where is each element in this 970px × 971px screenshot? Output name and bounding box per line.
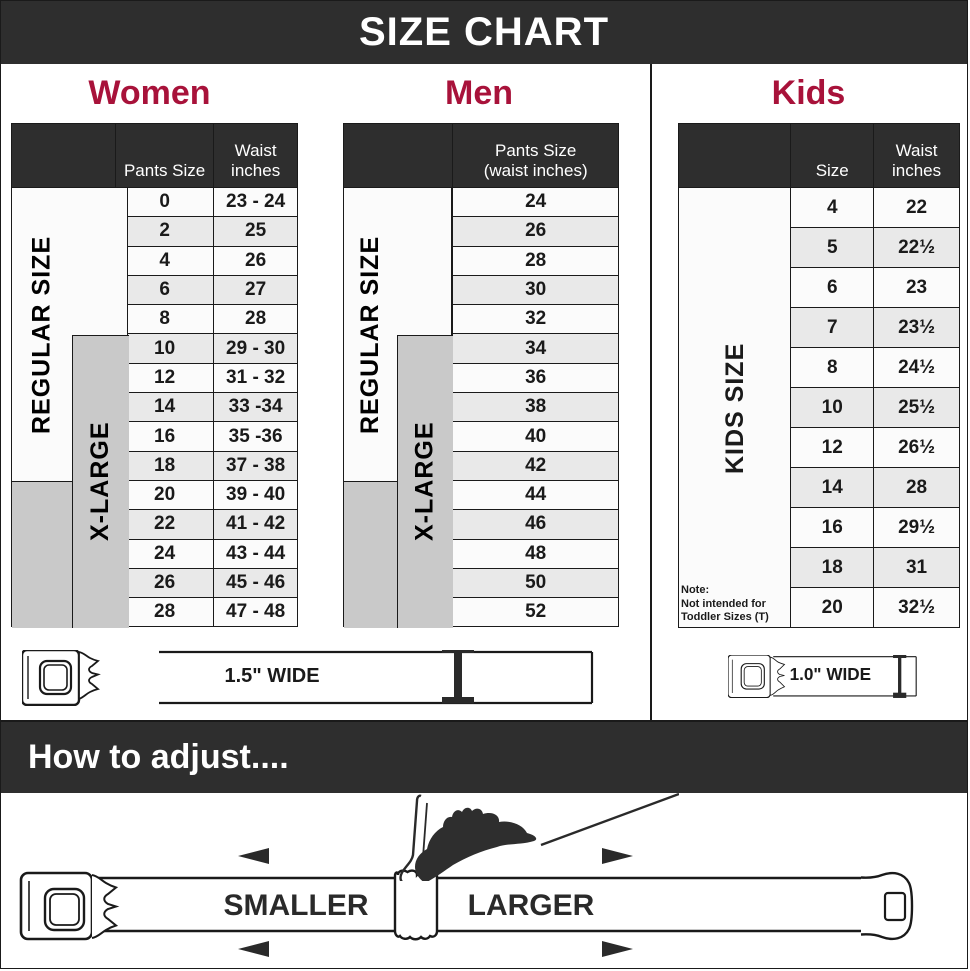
svg-text:LARGER: LARGER [468, 889, 595, 922]
svg-text:1.5" WIDE: 1.5" WIDE [224, 665, 319, 687]
svg-text:SMALLER: SMALLER [224, 889, 369, 922]
svg-text:1.0" WIDE: 1.0" WIDE [790, 664, 872, 684]
